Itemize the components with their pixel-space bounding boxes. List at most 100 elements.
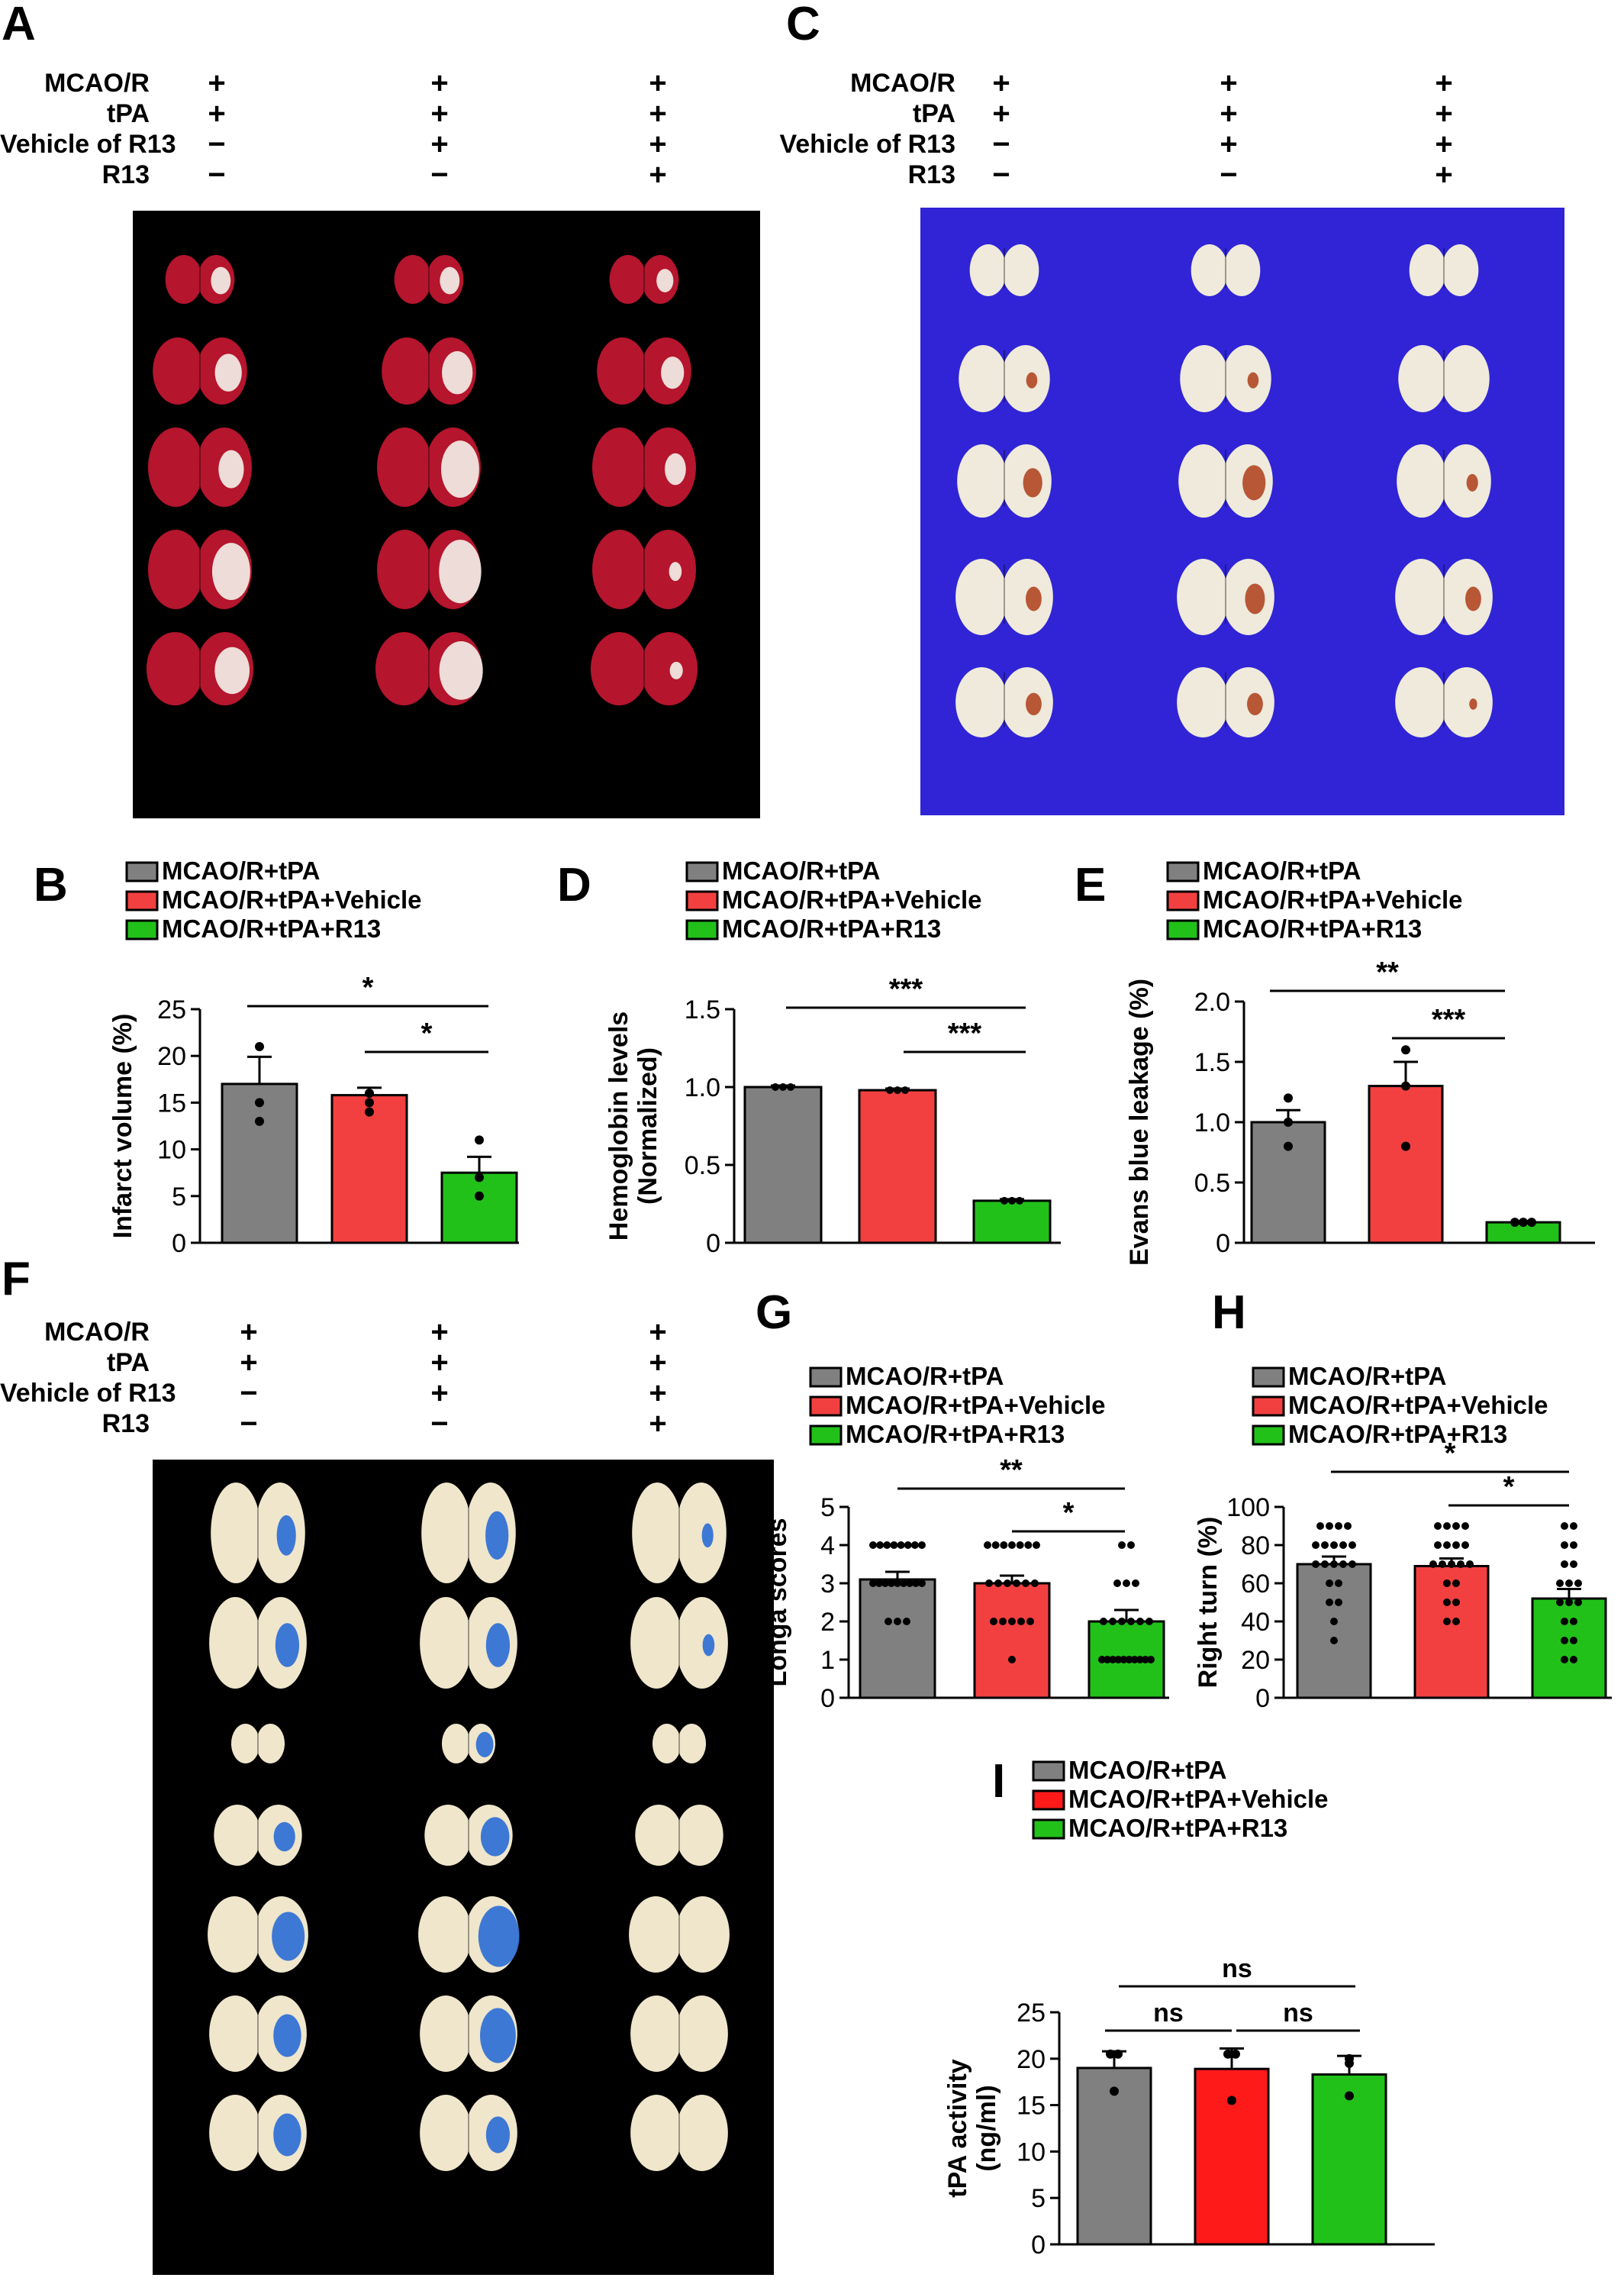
- legend-swatch: [1166, 890, 1200, 911]
- data-point: [1339, 1560, 1347, 1568]
- panel-letter: H: [1212, 1286, 1246, 1339]
- hemorrhage-slice: [1395, 559, 1493, 635]
- data-point: [787, 1083, 794, 1091]
- data-point: [1146, 1618, 1153, 1625]
- data-point: [1330, 1541, 1338, 1549]
- y-tick-label: 10: [157, 1136, 186, 1165]
- data-point: [1024, 1541, 1033, 1549]
- legend-label: MCAO/R+tPA: [1068, 1756, 1226, 1784]
- legend-swatch: [125, 861, 159, 882]
- y-tick-label: 1.0: [685, 1073, 720, 1102]
- bar: [743, 1086, 823, 1244]
- significance-label: *: [1503, 1471, 1515, 1503]
- data-point: [1130, 1656, 1139, 1663]
- legend-swatch: [685, 890, 719, 911]
- condition-sign: +: [649, 1315, 667, 1349]
- significance-label: ***: [889, 973, 923, 1005]
- y-axis-label: Right turn (%): [1194, 1517, 1223, 1689]
- data-point: [1345, 2058, 1354, 2068]
- y-tick-label: 0: [172, 1229, 186, 1258]
- data-point: [1123, 1579, 1130, 1587]
- y-tick-label: 5: [172, 1182, 186, 1211]
- data-point: [1434, 1541, 1442, 1549]
- data-point: [1561, 1541, 1568, 1549]
- condition-sign: +: [1220, 127, 1238, 161]
- data-point: [904, 1541, 912, 1549]
- data-point: [886, 1086, 894, 1095]
- data-point: [999, 1618, 1007, 1625]
- data-point: [1118, 1618, 1126, 1625]
- significance-label: **: [1000, 1454, 1023, 1486]
- data-point: [1561, 1656, 1568, 1663]
- condition-sign: −: [208, 127, 226, 161]
- hemorrhage-slice: [1397, 444, 1491, 518]
- data-point: [1106, 2049, 1115, 2059]
- hemorrhage-slice: [1177, 667, 1274, 737]
- legend-label: MCAO/R+tPA+R13: [1068, 1814, 1287, 1842]
- y-tick-label: 2: [820, 1608, 835, 1637]
- bar: [972, 1199, 1052, 1244]
- condition-sign: −: [240, 1407, 258, 1441]
- bar: [1531, 1597, 1607, 1699]
- legend-swatch: [1166, 861, 1200, 882]
- bar: [973, 1582, 1051, 1699]
- hemorrhage-slice: [959, 345, 1050, 412]
- condition-label: R13: [102, 160, 150, 189]
- condition-sign: +: [649, 1376, 667, 1410]
- legend-swatch: [809, 1395, 843, 1417]
- y-tick-label: 4: [820, 1531, 835, 1560]
- ttc-slice: [377, 530, 482, 609]
- data-point: [1109, 1656, 1117, 1663]
- data-point: [1574, 1579, 1582, 1587]
- data-point: [1519, 1218, 1528, 1228]
- evans-blue-slice: [630, 1995, 728, 2072]
- data-point: [1120, 1656, 1128, 1663]
- panel-letter: B: [34, 859, 68, 911]
- panel-letter: G: [756, 1286, 792, 1339]
- ttc-slice: [165, 255, 235, 304]
- data-point: [1127, 1618, 1135, 1625]
- evans-blue-slice: [230, 1724, 285, 1763]
- data-point: [1452, 1618, 1460, 1625]
- ttc-slice: [148, 427, 252, 507]
- condition-sign: +: [240, 1346, 258, 1379]
- condition-label: MCAO/R: [44, 1318, 150, 1347]
- bar: [221, 1082, 298, 1244]
- data-point: [1570, 1656, 1577, 1663]
- chart-right-turn: H MCAO/R+tPAMCAO/R+tPA+VehicleMCAO/R+tPA+…: [1194, 1286, 1612, 1713]
- data-point: [1017, 1618, 1025, 1625]
- hemorrhage-slice: [1191, 244, 1261, 296]
- data-point: [1330, 1637, 1338, 1644]
- condition-sign: +: [992, 66, 1010, 100]
- condition-label: tPA: [912, 99, 955, 128]
- legend-label: MCAO/R+tPA: [722, 857, 880, 885]
- condition-sign: −: [992, 158, 1010, 192]
- data-point: [1570, 1522, 1577, 1530]
- bar: [1296, 1563, 1372, 1699]
- hemorrhage-slice: [955, 667, 1053, 737]
- legend-label: MCAO/R+tPA+R13: [1288, 1420, 1507, 1448]
- data-point: [1339, 1541, 1347, 1549]
- data-point: [1510, 1218, 1519, 1228]
- condition-sign: +: [649, 1346, 667, 1379]
- y-tick-label: 5: [820, 1493, 835, 1522]
- data-point: [1284, 1093, 1293, 1103]
- y-tick-label: 100: [1226, 1493, 1270, 1522]
- y-axis-label-2: (ng/ml): [972, 2085, 1001, 2171]
- data-point: [1026, 1618, 1034, 1625]
- legend-swatch: [809, 1424, 843, 1446]
- legend-swatch: [1032, 1760, 1065, 1782]
- ttc-slice: [377, 427, 481, 507]
- evans-blue-slice: [629, 1896, 730, 1973]
- condition-sign: +: [649, 127, 667, 161]
- bar: [1076, 2066, 1152, 2246]
- data-point: [875, 1579, 883, 1587]
- panel-letter-f: F: [2, 1253, 31, 1305]
- legend-label: MCAO/R+tPA: [162, 857, 320, 885]
- condition-sign: −: [240, 1376, 258, 1410]
- y-tick-label: 3: [820, 1570, 835, 1599]
- y-tick-label: 0: [1216, 1229, 1230, 1258]
- bar: [1311, 2073, 1387, 2246]
- data-point: [1033, 1541, 1040, 1549]
- data-point: [779, 1083, 787, 1091]
